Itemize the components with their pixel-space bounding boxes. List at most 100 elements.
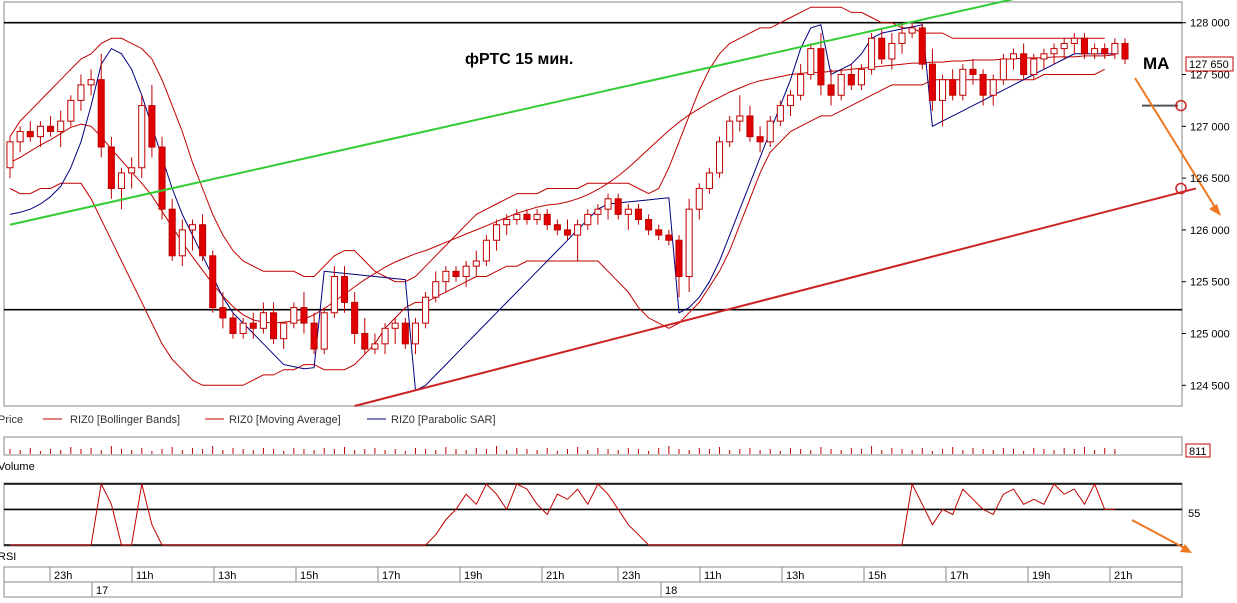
candle-body xyxy=(868,37,876,70)
candle-body xyxy=(776,105,784,122)
candle-body xyxy=(766,120,774,143)
parabolic-sar-line xyxy=(9,24,1115,392)
candle-body xyxy=(117,172,126,189)
forecast-arrow-head xyxy=(1209,204,1221,216)
time-ticks: 23h 11h 13h 15h 17h 19h 21h 23h 11h 13h 15h 17h 19h 2… xyxy=(49,567,1132,597)
candle-body xyxy=(300,307,308,324)
candle-body xyxy=(543,213,551,226)
candle-body xyxy=(168,208,176,257)
current-price-label: 127 650 xyxy=(1189,59,1229,71)
volume-pane[interactable] xyxy=(3,436,1183,456)
legend: Price RIZ0 [Bollinger Bands] RIZ0 [Movin… xyxy=(0,414,496,426)
candle-body xyxy=(857,68,865,86)
candle-body xyxy=(1040,53,1048,60)
legend-parabolic-sar[interactable]: RIZ0 [Parabolic SAR] xyxy=(391,414,496,426)
candle-body xyxy=(178,229,186,257)
candle-body xyxy=(1080,37,1088,55)
candle-body xyxy=(310,322,318,350)
trendlines xyxy=(9,0,1221,407)
candle-body xyxy=(847,74,855,86)
candle-body xyxy=(1101,48,1109,55)
candle-body xyxy=(16,130,24,143)
legend-bollinger[interactable]: RIZ0 [Bollinger Bands] xyxy=(70,414,180,426)
candle-body xyxy=(270,312,278,340)
candle-body xyxy=(908,27,916,34)
volume-bars xyxy=(9,446,1116,454)
candle-body xyxy=(716,141,724,174)
candle-body xyxy=(462,265,470,278)
candle-body xyxy=(128,167,136,174)
candle-body xyxy=(482,239,490,262)
candle-body xyxy=(898,32,906,44)
price-ticks: 128 000 127 500 127 000 126 500 126 000 125 5… xyxy=(1182,18,1230,392)
rsi-pane[interactable] xyxy=(3,482,1183,547)
candle-body xyxy=(229,317,237,334)
price-tick-label: 124 500 xyxy=(1190,380,1230,392)
candle-body xyxy=(989,79,997,96)
candle-body xyxy=(158,146,166,210)
candle-body xyxy=(939,79,947,101)
candle-body xyxy=(969,68,977,76)
candle-body xyxy=(563,229,572,236)
candle-body xyxy=(807,48,815,76)
candle-body xyxy=(1009,53,1018,60)
price-tick-label: 125 500 xyxy=(1190,277,1230,289)
volume-value-box xyxy=(1185,443,1211,458)
volume-value: 811 xyxy=(1189,446,1207,458)
candle-body xyxy=(574,224,582,236)
candle-body xyxy=(6,141,14,169)
time-tick-label: 19h xyxy=(464,570,482,582)
time-tick-label: 23h xyxy=(54,570,72,582)
candle-body xyxy=(888,42,896,60)
time-tick-label: 21h xyxy=(1114,570,1132,582)
candle-body xyxy=(513,213,521,221)
candle-body xyxy=(47,125,55,132)
candle-body xyxy=(705,172,713,189)
price-tick-label: 126 000 xyxy=(1190,225,1230,237)
price-tick-label: 127 500 xyxy=(1190,70,1230,82)
candle-body xyxy=(928,63,936,101)
time-tick-label: 13h xyxy=(218,570,236,582)
candle-body xyxy=(97,79,105,148)
candle-body xyxy=(188,224,196,231)
candle-body xyxy=(67,99,75,122)
date-label: 18 xyxy=(665,585,677,597)
time-tick-label: 17h xyxy=(950,570,968,582)
candle-body xyxy=(756,136,764,143)
time-tick-label: 13h xyxy=(786,570,804,582)
candle-body xyxy=(259,312,267,329)
price-tick-label: 128 000 xyxy=(1190,18,1230,30)
date-label: 17 xyxy=(96,585,108,597)
time-tick-label: 11h xyxy=(136,570,154,582)
candle-body xyxy=(1020,53,1028,76)
candle-body xyxy=(199,224,207,257)
candle-body xyxy=(736,115,744,122)
candle-body xyxy=(746,115,754,138)
candle-body xyxy=(138,105,146,169)
price-pane[interactable] xyxy=(3,1,1183,407)
candle-body xyxy=(1070,37,1078,44)
candle-body xyxy=(452,270,460,278)
forecast-arrow-line xyxy=(1134,77,1219,213)
candle-body xyxy=(411,322,419,345)
candle-body xyxy=(391,322,399,329)
moving-average xyxy=(9,54,1115,324)
candle-body xyxy=(614,198,622,215)
candle-body xyxy=(999,58,1007,81)
volume-label: Volume xyxy=(0,461,35,473)
legend-moving-average[interactable]: RIZ0 [Moving Average] xyxy=(229,414,341,426)
current-price-box xyxy=(1185,56,1234,72)
rsi-label: RSI xyxy=(0,551,16,563)
candle-body xyxy=(553,224,561,231)
legend-price[interactable]: Price xyxy=(0,414,23,426)
candle-body xyxy=(949,79,957,96)
rsi-line xyxy=(4,482,1192,553)
candle-body xyxy=(330,276,338,314)
candle-body xyxy=(827,84,835,96)
time-tick-label: 15h xyxy=(300,570,318,582)
bollinger-lower-line xyxy=(9,68,1105,386)
candle-body xyxy=(87,79,95,86)
candle-body xyxy=(726,120,734,143)
candle-body xyxy=(493,224,501,241)
